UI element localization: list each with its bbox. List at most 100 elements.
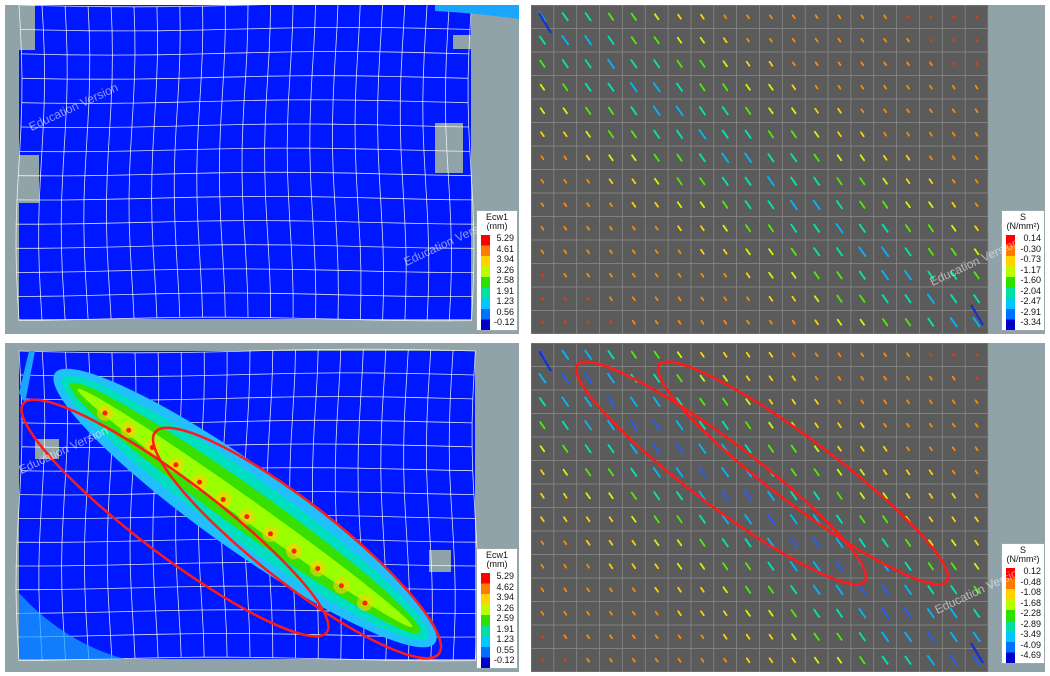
stress-vector — [858, 584, 867, 596]
stress-vector — [813, 223, 821, 233]
stress-vector — [767, 490, 775, 501]
stress-vector — [975, 15, 979, 19]
stress-vector — [927, 317, 935, 327]
stress-vector — [858, 632, 866, 642]
stress-vector — [583, 372, 593, 384]
stress-vector — [538, 12, 552, 34]
stress-vector — [928, 539, 934, 547]
stress-vector — [563, 587, 568, 593]
stress-vector — [654, 272, 659, 278]
mesh-hole — [429, 550, 451, 572]
stress-vector — [859, 492, 866, 500]
stress-vector — [722, 397, 729, 406]
legend-value: 1.23 — [496, 296, 514, 306]
stress-vector — [677, 610, 682, 617]
stress-vector — [631, 563, 637, 570]
crack-hotspot — [267, 531, 273, 537]
stress-vector — [814, 84, 819, 90]
stress-vector — [973, 562, 980, 570]
stress-vector — [769, 14, 773, 20]
stress-vector — [812, 561, 821, 572]
stress-vector — [540, 320, 544, 324]
mesh-line — [18, 5, 472, 8]
stress-vector — [789, 561, 798, 572]
stress-vector — [882, 445, 888, 452]
stress-vector — [562, 83, 569, 92]
stress-vector — [700, 272, 705, 278]
stress-vector — [722, 224, 728, 232]
legend-top-left: Ecw1 (mm) 5.29 4.61 3.94 3.26 2.58 1.91 1… — [476, 210, 518, 331]
panel-top-left-crack-width: Ecw1 (mm) 5.29 4.61 3.94 3.26 2.58 1.91 1… — [5, 5, 519, 334]
stress-vector — [835, 247, 843, 257]
stress-vector — [744, 200, 752, 210]
stress-vector — [677, 586, 682, 593]
stress-vector — [813, 632, 820, 641]
stress-vector — [813, 153, 820, 162]
stress-vector — [723, 296, 728, 302]
stress-vector — [652, 82, 661, 93]
legend-bottom-right: S (N/mm²) 0.12 -0.48 -1.08 -1.68 -2.28 -2… — [1001, 543, 1045, 664]
stress-vector — [951, 178, 956, 184]
mesh-line — [286, 5, 294, 319]
mesh-line — [467, 5, 475, 321]
stress-vector — [631, 201, 637, 208]
stress-vector — [812, 537, 821, 549]
stress-vector — [676, 539, 683, 547]
legend-unit: (mm) — [486, 221, 508, 231]
stress-vector — [609, 634, 613, 640]
stress-vector — [629, 419, 639, 431]
stress-vector — [859, 294, 866, 303]
stress-vector — [631, 634, 636, 640]
stress-vector — [676, 397, 684, 407]
stress-vector — [698, 129, 707, 140]
stress-vector — [904, 631, 912, 642]
stress-vector — [951, 84, 956, 90]
stress-vector — [791, 107, 797, 115]
stress-vector — [791, 398, 797, 405]
stress-vector — [562, 444, 569, 453]
stress-vector — [609, 320, 613, 324]
legend-color-bar — [1006, 568, 1015, 663]
highlight-ellipse — [151, 426, 443, 660]
stress-vector — [539, 421, 546, 430]
stress-vector — [745, 351, 751, 358]
stress-vector — [812, 514, 821, 525]
legend-value: 1.91 — [496, 285, 514, 296]
stress-vector — [975, 376, 979, 380]
stress-vector — [974, 225, 979, 232]
stress-vector — [906, 352, 910, 358]
mesh-line — [241, 5, 249, 318]
stress-vector — [653, 153, 660, 162]
stress-vector — [858, 246, 867, 257]
stress-vector — [675, 105, 684, 116]
stress-vector — [676, 374, 683, 383]
edge-highlight — [19, 593, 125, 659]
stress-vector — [586, 178, 591, 184]
stress-vector — [675, 420, 684, 431]
stress-vector — [723, 14, 728, 20]
stress-vector — [607, 58, 615, 69]
stress-vector — [631, 249, 636, 255]
stress-vector — [860, 37, 865, 43]
stress-vector — [586, 320, 590, 324]
stress-vector — [860, 84, 865, 90]
stress-vector — [631, 272, 636, 278]
stress-vector — [653, 515, 660, 524]
stress-vector — [563, 540, 568, 546]
stress-vector — [721, 129, 729, 139]
stress-vector — [722, 351, 728, 358]
stress-vector — [906, 61, 910, 67]
stress-vector — [562, 131, 568, 138]
stress-vector — [880, 607, 890, 619]
stress-vector — [745, 248, 751, 256]
stress-vector — [791, 61, 796, 67]
crack-hotspot — [315, 565, 321, 571]
edge-highlight — [19, 351, 35, 403]
stress-vector — [836, 271, 843, 280]
stress-vector — [539, 59, 546, 68]
stress-vector — [677, 634, 682, 640]
stress-vector — [722, 60, 728, 68]
stress-vector — [837, 399, 842, 405]
stress-vector — [883, 14, 888, 20]
stress-vector — [743, 490, 753, 502]
